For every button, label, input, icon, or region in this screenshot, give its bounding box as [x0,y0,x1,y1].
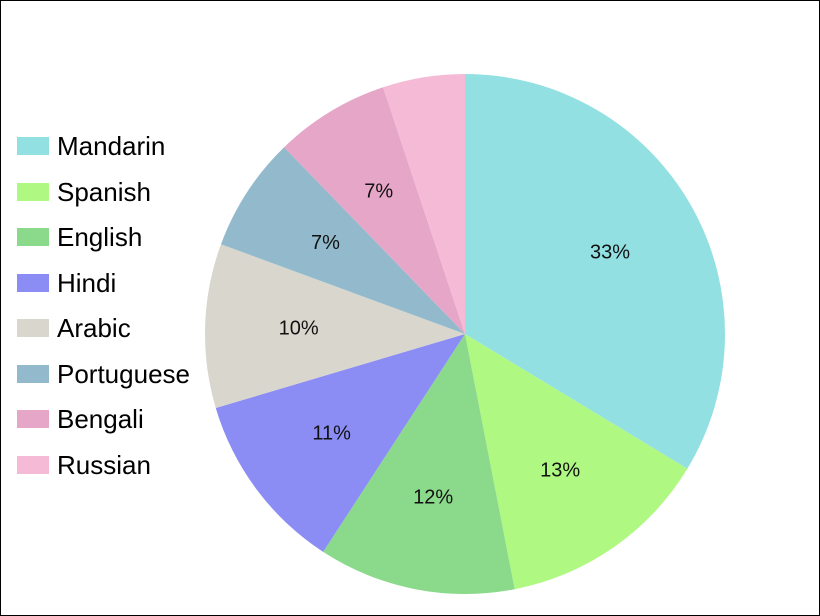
slice-label-arabic: 10% [279,318,319,340]
pie-slice-hindi [215,334,465,552]
slice-label-portuguese: 7% [311,232,340,254]
slice-label-bengali: 7% [364,181,393,203]
legend-label: Bengali [57,404,144,434]
pie-slices [205,74,726,595]
pie-slice-english [323,334,515,595]
legend-label: English [57,222,143,252]
legend-label: Spanish [57,176,151,207]
pie-slice-spanish [465,334,688,590]
pie-slice-mandarin [465,74,726,469]
legend-swatch [17,137,49,155]
slice-label-spanish: 13% [540,460,580,482]
legend-swatch [17,364,49,383]
legend-item-english: English [17,222,237,252]
pie-slice-russian [383,74,465,334]
legend-item-portuguese: Portuguese [17,359,237,389]
pie-slice-portuguese [221,147,465,334]
legend-item-bengali: Bengali [17,404,237,434]
pie-slice-bengali [284,87,465,334]
pie-slice-arabic [205,244,465,408]
legend-item-mandarin: Mandarin [17,131,237,161]
legend-label: Hindi [57,267,117,298]
legend-swatch [17,319,49,337]
legend-swatch [17,410,49,428]
slice-label-english: 12% [413,486,453,508]
legend-label: Russian [57,449,151,480]
legend-swatch [17,182,49,201]
legend-swatch [17,455,49,474]
pie-slice-labels: 33% 13% 12% 11% 10% 7% 7% [279,181,631,509]
legend-item-arabic: Arabic [17,313,237,343]
slice-label-hindi: 11% [312,423,351,445]
legend-label: Mandarin [57,131,166,161]
legend-label: Arabic [57,313,131,343]
legend-swatch [17,228,49,246]
legend-label: Portuguese [57,358,190,389]
slice-label-mandarin: 33% [590,241,630,263]
legend-item-hindi: Hindi [17,268,237,298]
legend-item-spanish: Spanish [17,177,237,207]
legend-item-russian: Russian [17,450,237,480]
legend-swatch [17,273,49,292]
